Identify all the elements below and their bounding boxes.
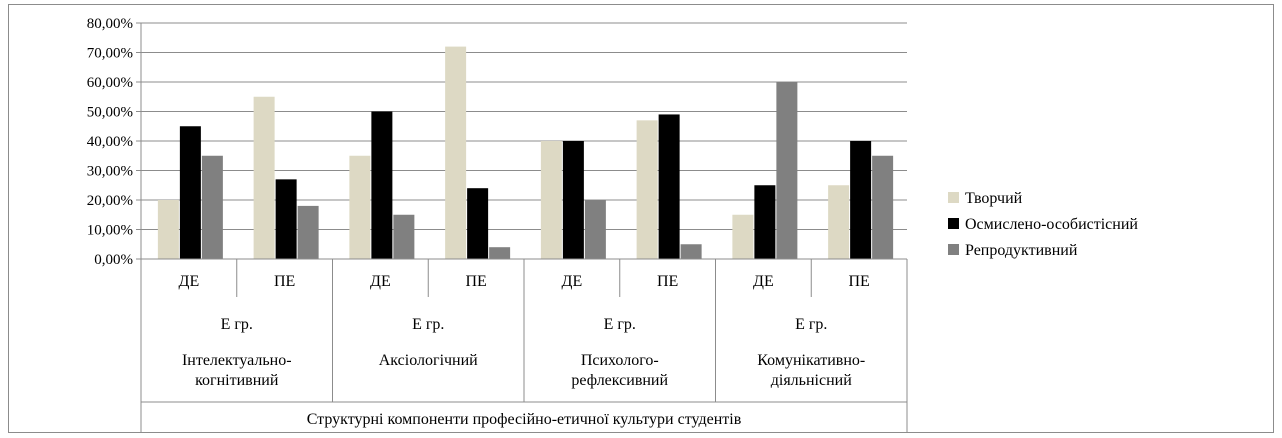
bar bbox=[157, 200, 179, 259]
group-label: Комунікативно- bbox=[757, 352, 865, 369]
bar bbox=[754, 185, 776, 259]
x-axis-title: Структурні компоненти професійно-етичної… bbox=[307, 411, 742, 428]
y-tick-label: 0,00% bbox=[94, 252, 133, 268]
y-tick-label: 30,00% bbox=[87, 164, 133, 180]
y-tick-label: 60,00% bbox=[87, 75, 133, 91]
legend-swatch bbox=[948, 218, 959, 229]
group-label: Аксіологічний bbox=[379, 352, 478, 369]
category-label: ПЕ bbox=[274, 273, 295, 290]
y-tick-label: 20,00% bbox=[87, 193, 133, 209]
bar bbox=[179, 126, 201, 259]
legend-swatch bbox=[948, 192, 959, 203]
bar bbox=[349, 155, 371, 259]
legend-label: Репродуктивний bbox=[965, 242, 1078, 259]
bar bbox=[489, 247, 511, 259]
bar bbox=[680, 244, 702, 259]
bar bbox=[658, 114, 680, 259]
y-tick-label: 70,00% bbox=[87, 46, 133, 62]
bar bbox=[275, 179, 297, 259]
bar bbox=[850, 141, 872, 259]
subgroup-label: Е гр. bbox=[412, 316, 444, 333]
bar bbox=[872, 155, 894, 259]
category-label: ДЕ bbox=[370, 273, 391, 290]
bar bbox=[467, 188, 489, 259]
y-tick-label: 80,00% bbox=[87, 16, 133, 32]
bar bbox=[445, 46, 467, 259]
category-label: ПЕ bbox=[657, 273, 678, 290]
subgroup-label: Е гр. bbox=[795, 316, 827, 333]
bar bbox=[732, 214, 754, 259]
legend-label: Осмислено-особистісний bbox=[965, 216, 1138, 233]
group-label: рефлексивний bbox=[571, 372, 668, 389]
legend-swatch bbox=[948, 244, 959, 255]
y-tick-label: 50,00% bbox=[87, 105, 133, 121]
bar bbox=[393, 214, 415, 259]
y-tick-label: 10,00% bbox=[87, 223, 133, 239]
bar bbox=[297, 205, 319, 259]
subgroup-label: Е гр. bbox=[221, 316, 253, 333]
group-label: Інтелектуально- bbox=[182, 352, 292, 369]
category-label: ДЕ bbox=[753, 273, 774, 290]
bar bbox=[371, 111, 393, 259]
group-label: когнітивний bbox=[195, 372, 279, 389]
bar bbox=[201, 155, 223, 259]
category-label: ДЕ bbox=[179, 273, 200, 290]
group-label: Психолого- bbox=[581, 352, 659, 369]
bar bbox=[562, 141, 584, 259]
category-label: ДЕ bbox=[562, 273, 583, 290]
y-tick-label: 40,00% bbox=[87, 134, 133, 150]
category-label: ПЕ bbox=[848, 273, 869, 290]
bar bbox=[253, 96, 275, 259]
bar bbox=[636, 120, 658, 259]
bar bbox=[540, 141, 562, 259]
bar bbox=[776, 82, 798, 259]
legend-label: Творчий bbox=[965, 190, 1023, 207]
group-label: діяльнісний bbox=[771, 372, 852, 389]
category-label: ПЕ bbox=[465, 273, 486, 290]
bar bbox=[584, 200, 606, 259]
bar bbox=[828, 185, 850, 259]
subgroup-label: Е гр. bbox=[604, 316, 636, 333]
